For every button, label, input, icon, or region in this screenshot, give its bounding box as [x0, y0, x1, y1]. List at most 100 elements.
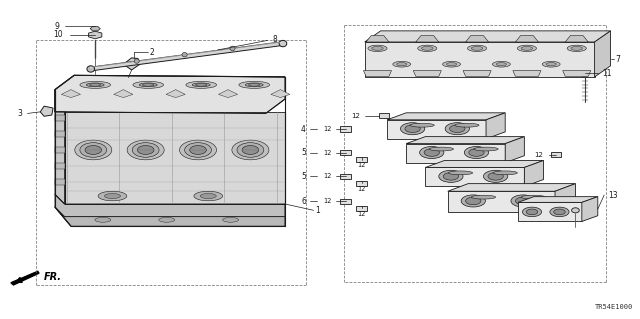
Text: 12: 12: [357, 211, 365, 217]
Ellipse shape: [474, 147, 498, 151]
Bar: [340, 150, 351, 155]
Polygon shape: [366, 36, 389, 42]
Polygon shape: [486, 113, 505, 139]
Ellipse shape: [429, 147, 454, 151]
Ellipse shape: [372, 47, 383, 50]
Polygon shape: [65, 112, 285, 204]
Ellipse shape: [133, 81, 164, 88]
Ellipse shape: [159, 218, 175, 222]
Ellipse shape: [104, 194, 120, 198]
Polygon shape: [55, 195, 285, 217]
Polygon shape: [387, 120, 486, 139]
Bar: [55, 147, 65, 153]
Text: 6: 6: [301, 197, 306, 206]
Ellipse shape: [368, 45, 387, 51]
Ellipse shape: [571, 47, 582, 50]
Text: 5: 5: [301, 148, 306, 157]
Bar: [340, 174, 351, 179]
Text: FR.: FR.: [44, 272, 62, 282]
Text: TR54E1000: TR54E1000: [595, 304, 633, 310]
Ellipse shape: [248, 84, 260, 86]
Text: 12: 12: [534, 152, 543, 158]
Ellipse shape: [182, 52, 187, 57]
Text: 10: 10: [54, 31, 63, 40]
Ellipse shape: [493, 171, 517, 175]
Polygon shape: [364, 70, 392, 76]
Ellipse shape: [200, 194, 216, 198]
Text: 3: 3: [17, 109, 22, 118]
Polygon shape: [448, 191, 555, 212]
Polygon shape: [505, 137, 524, 163]
Ellipse shape: [405, 125, 420, 132]
Ellipse shape: [444, 173, 459, 180]
Ellipse shape: [554, 209, 565, 215]
Ellipse shape: [465, 146, 488, 159]
Polygon shape: [555, 184, 575, 212]
Ellipse shape: [239, 81, 269, 88]
Text: 2: 2: [150, 48, 154, 57]
Polygon shape: [582, 197, 598, 221]
Polygon shape: [565, 36, 588, 42]
Ellipse shape: [194, 191, 223, 201]
Polygon shape: [406, 137, 524, 144]
Text: 12: 12: [323, 126, 332, 132]
Ellipse shape: [132, 143, 159, 157]
Ellipse shape: [424, 149, 440, 156]
Polygon shape: [271, 90, 290, 98]
Ellipse shape: [455, 123, 479, 127]
Text: 12: 12: [323, 150, 332, 156]
Ellipse shape: [80, 81, 111, 88]
Text: 9: 9: [54, 22, 60, 31]
Bar: [356, 206, 367, 211]
Ellipse shape: [521, 195, 545, 199]
Bar: [55, 179, 65, 185]
Ellipse shape: [461, 195, 485, 207]
Ellipse shape: [492, 61, 510, 67]
Ellipse shape: [515, 197, 531, 205]
Text: 1: 1: [315, 206, 320, 215]
Ellipse shape: [450, 125, 465, 132]
Bar: [551, 152, 561, 157]
Text: 11: 11: [602, 69, 612, 78]
Ellipse shape: [511, 195, 535, 207]
Bar: [55, 115, 65, 122]
Polygon shape: [166, 90, 185, 98]
Polygon shape: [513, 70, 541, 76]
Ellipse shape: [189, 145, 206, 154]
Text: 13: 13: [609, 190, 618, 200]
Ellipse shape: [179, 140, 216, 160]
Bar: [55, 131, 65, 137]
Text: 5: 5: [301, 172, 306, 181]
Polygon shape: [426, 160, 543, 167]
Ellipse shape: [467, 45, 486, 51]
Ellipse shape: [422, 47, 433, 50]
Polygon shape: [55, 75, 285, 114]
Bar: [379, 113, 389, 118]
Ellipse shape: [86, 83, 104, 87]
Polygon shape: [89, 42, 285, 70]
Ellipse shape: [567, 45, 586, 51]
Ellipse shape: [443, 61, 461, 67]
Ellipse shape: [522, 207, 541, 217]
Text: 4: 4: [301, 124, 306, 134]
Ellipse shape: [401, 123, 425, 135]
Polygon shape: [124, 58, 140, 70]
Ellipse shape: [471, 47, 483, 50]
Ellipse shape: [245, 83, 263, 87]
Ellipse shape: [95, 218, 111, 222]
Ellipse shape: [488, 173, 503, 180]
Ellipse shape: [483, 170, 508, 182]
Polygon shape: [416, 36, 439, 42]
Polygon shape: [463, 70, 491, 76]
Ellipse shape: [468, 149, 484, 156]
Text: 12: 12: [323, 173, 332, 179]
Bar: [340, 126, 351, 131]
Ellipse shape: [140, 83, 157, 87]
Ellipse shape: [223, 218, 239, 222]
Bar: [356, 181, 367, 186]
Ellipse shape: [138, 145, 154, 154]
Polygon shape: [55, 207, 285, 226]
Polygon shape: [518, 197, 598, 202]
Ellipse shape: [230, 46, 235, 50]
Text: 12: 12: [323, 198, 332, 204]
